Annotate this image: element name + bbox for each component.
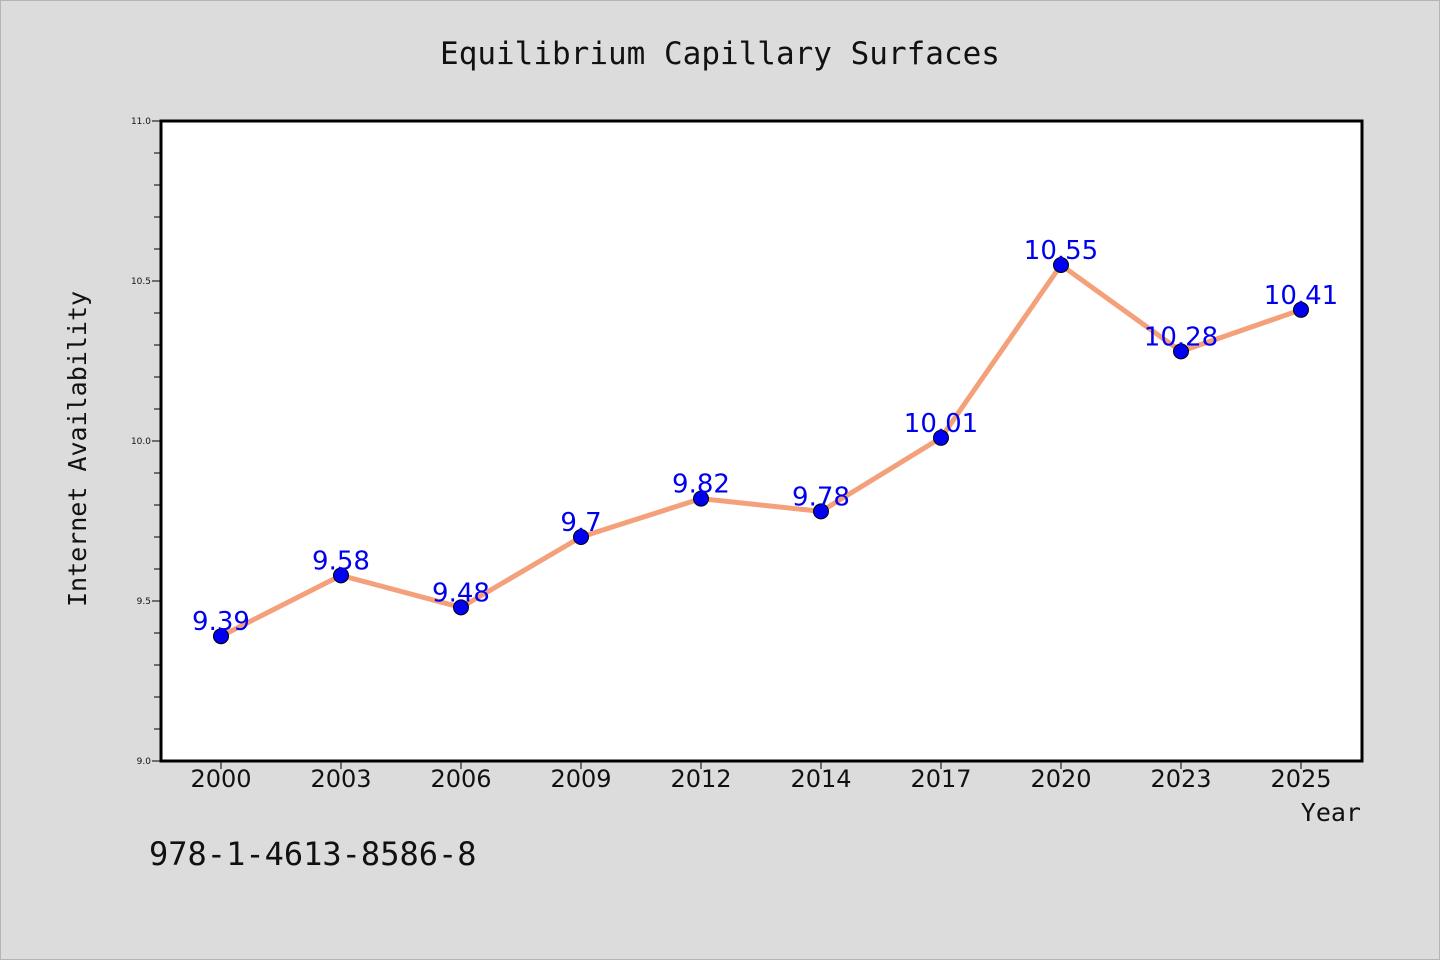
y-tick-label: 9.0	[137, 757, 152, 767]
data-label: 9.58	[312, 546, 370, 576]
data-label: 9.78	[792, 482, 850, 512]
series-layer	[213, 257, 1309, 645]
x-tick-label: 2006	[430, 765, 491, 793]
data-label: 10.28	[1144, 322, 1218, 352]
y-tick-label: 10.5	[131, 277, 151, 287]
y-tick-label: 10.0	[131, 437, 151, 447]
data-point-marker	[813, 503, 829, 520]
x-tick-label: 2003	[310, 765, 371, 793]
x-tick-label: 2023	[1150, 765, 1211, 793]
x-axis-label: Year	[1301, 798, 1361, 827]
data-point-marker	[333, 567, 349, 584]
x-tick-label: 2009	[550, 765, 611, 793]
x-tick-label: 2000	[190, 765, 251, 793]
x-axis: 2000 2003 2006 2009 2012 2014 2017 2020 2023 2025	[190, 761, 1332, 793]
data-point-marker	[453, 599, 469, 616]
y-axis-label: Internet Availability	[63, 291, 92, 607]
chart-title: Equilibrium Capillary Surfaces	[440, 36, 1000, 72]
x-tick-label: 2012	[670, 765, 731, 793]
x-tick-label: 2025	[1270, 765, 1331, 793]
data-label: 9.7	[560, 508, 601, 538]
data-point-marker	[1293, 301, 1309, 318]
y-tick-label: 9.5	[137, 597, 151, 607]
series-line	[218, 262, 1304, 639]
data-point-marker	[1173, 343, 1189, 360]
data-point-marker	[573, 529, 589, 545]
y-axis: 9.0 9.5 10.0 10.5 11.0	[131, 117, 161, 767]
data-label-layer: 9.39 9.58 9.48 9.7 9.82 9.78 10.01 10.55 10.28 10…	[192, 236, 1338, 637]
x-tick-label: 2020	[1030, 765, 1091, 793]
data-point-marker	[933, 429, 949, 446]
x-tick-label: 2014	[790, 765, 851, 793]
data-label: 9.48	[432, 578, 490, 608]
data-label: 10.41	[1264, 281, 1338, 311]
data-label: 9.39	[192, 607, 250, 637]
data-label: 10.01	[904, 409, 978, 439]
data-point-marker	[213, 628, 229, 645]
isbn-code: 978-1-4613-8586-8	[149, 835, 477, 873]
data-point-marker	[693, 490, 709, 507]
y-tick-label: 11.0	[131, 117, 151, 127]
plot-area	[159, 119, 1364, 763]
data-label: 10.55	[1024, 236, 1098, 266]
data-label: 9.82	[672, 470, 730, 500]
x-tick-label: 2017	[910, 765, 971, 793]
data-point-marker	[1053, 257, 1069, 273]
